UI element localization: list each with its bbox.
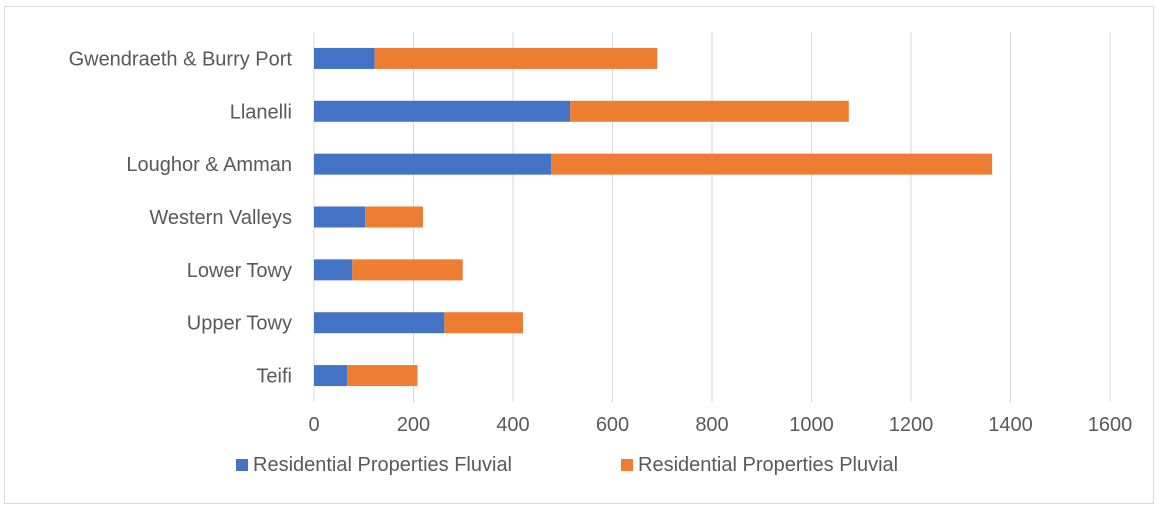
bar-fluvial (314, 47, 375, 69)
x-tick-label: 1000 (789, 414, 834, 436)
x-tick-label: 600 (596, 414, 629, 436)
x-tick-label: 1200 (889, 414, 934, 436)
category-label: Western Valleys (149, 207, 292, 229)
category-label: Llanelli (230, 101, 292, 123)
x-tick-label: 1400 (988, 414, 1033, 436)
legend-label-pluvial: Residential Properties Pluvial (638, 454, 898, 476)
bar-fluvial (314, 312, 445, 334)
x-tick-label: 1600 (1088, 414, 1133, 436)
x-tick-label: 400 (496, 414, 529, 436)
category-label: Loughor & Amman (126, 154, 292, 176)
category-label: Teifi (256, 366, 292, 388)
bar-pluvial (347, 365, 418, 387)
bars (314, 47, 993, 387)
bar-fluvial (314, 206, 366, 228)
bar-pluvial (352, 259, 463, 281)
x-tick-label: 200 (397, 414, 430, 436)
bar-pluvial (551, 153, 993, 175)
bar-fluvial (314, 365, 348, 387)
chart-frame: Gwendraeth & Burry Port Llanelli Loughor &… (4, 6, 1154, 504)
x-tick-label: 800 (695, 414, 728, 436)
category-label: Gwendraeth & Burry Port (69, 48, 293, 70)
legend-label-fluvial: Residential Properties Fluvial (253, 454, 512, 476)
bar-pluvial (365, 206, 423, 228)
bar-pluvial (444, 312, 523, 334)
category-label: Upper Towy (187, 313, 292, 335)
bar-pluvial (374, 47, 658, 69)
x-tick-labels: 0 200 400 600 800 1000 1200 1400 1600 (308, 414, 1132, 436)
category-labels: Gwendraeth & Burry Port Llanelli Loughor &… (69, 48, 293, 387)
x-tick-label: 0 (308, 414, 319, 436)
stacked-bar-chart: Gwendraeth & Burry Port Llanelli Loughor &… (69, 32, 1132, 476)
bar-pluvial (570, 100, 849, 122)
legend-swatch-pluvial (621, 459, 633, 471)
legend-swatch-fluvial (236, 459, 248, 471)
bar-fluvial (314, 259, 353, 281)
bar-fluvial (314, 100, 571, 122)
category-label: Lower Towy (187, 260, 292, 282)
legend: Residential Properties Fluvial Residentia… (236, 454, 898, 476)
gridlines (313, 32, 1111, 402)
bar-fluvial (314, 153, 552, 175)
